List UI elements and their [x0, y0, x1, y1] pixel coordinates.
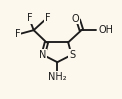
Text: F: F [15, 29, 21, 39]
Text: NH₂: NH₂ [48, 72, 67, 82]
Text: S: S [69, 50, 75, 60]
Text: F: F [27, 13, 32, 23]
Text: OH: OH [98, 25, 113, 35]
Text: O: O [71, 13, 79, 23]
Text: F: F [45, 13, 50, 23]
Text: N: N [39, 50, 46, 60]
